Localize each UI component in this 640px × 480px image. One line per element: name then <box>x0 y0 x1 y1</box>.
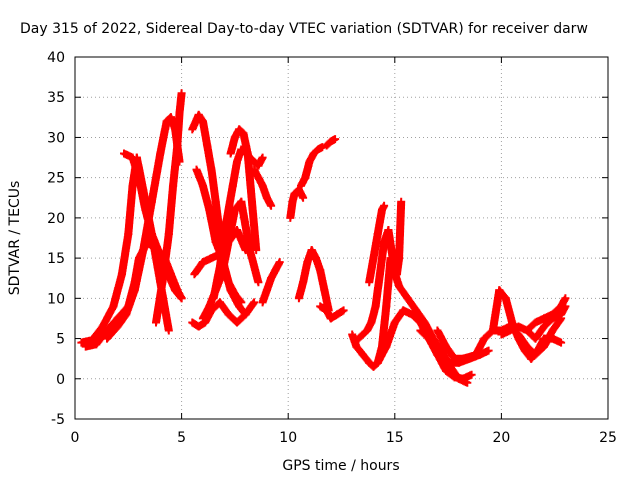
y-tick-label: 25 <box>47 171 65 187</box>
plus-marker-segment <box>262 193 276 210</box>
y-tick-label: -5 <box>51 412 65 428</box>
x-tick-label: 0 <box>71 430 80 446</box>
plus-marker-segment <box>248 197 261 255</box>
series-track-26 <box>433 326 493 363</box>
y-tick-label: 5 <box>56 332 65 348</box>
plus-marker-segment <box>175 89 186 118</box>
plus-marker-segment <box>314 143 327 154</box>
series-track-25 <box>416 326 476 383</box>
series-track-12 <box>198 197 263 323</box>
plus-marker-segment <box>117 230 133 279</box>
plus-marker-segment <box>294 185 308 202</box>
plus-marker-segment <box>557 302 570 319</box>
plus-marker-segment <box>548 314 566 335</box>
y-tick-label: 20 <box>47 211 65 227</box>
series-track-13 <box>250 165 276 210</box>
series-track-21 <box>354 197 406 343</box>
series-track-29 <box>497 302 570 343</box>
y-tick-labels: -5 0 5 10 15 20 25 30 35 40 <box>47 50 65 428</box>
x-tick-label: 5 <box>177 430 186 446</box>
x-tick-labels: 0 5 10 15 20 25 <box>71 430 617 446</box>
plus-marker-segment <box>237 197 254 255</box>
plus-marker-segment <box>395 197 406 263</box>
series-track-19 <box>316 302 348 323</box>
series-track-17 <box>294 246 333 315</box>
data-points <box>77 89 570 387</box>
series-track-14 <box>258 258 284 307</box>
x-tick-label: 20 <box>492 430 510 446</box>
x-axis-label: GPS time / hours <box>282 458 399 474</box>
y-tick-label: 0 <box>56 372 65 388</box>
series-track-28 <box>488 286 566 363</box>
plus-marker-segment <box>109 270 126 311</box>
plus-marker-segment <box>158 230 173 287</box>
plus-marker-segment <box>245 246 263 287</box>
plot-frame <box>74 56 609 420</box>
plus-marker-segment <box>233 226 250 255</box>
plus-marker-segment <box>378 201 389 214</box>
plus-marker-segment <box>333 306 348 319</box>
plus-marker-segment <box>548 334 566 347</box>
y-tick-label: 40 <box>47 50 65 66</box>
series-track-9 <box>226 125 261 255</box>
x-tick-label: 10 <box>279 430 297 446</box>
x-tick-label: 15 <box>386 430 404 446</box>
plus-marker-segment <box>254 153 267 170</box>
plus-marker-segment <box>173 109 184 150</box>
y-tick-label: 10 <box>47 291 65 307</box>
y-tick-label: 35 <box>47 90 65 106</box>
series-track-11 <box>188 298 259 331</box>
plus-marker-segment <box>241 298 259 319</box>
series-track-18 <box>322 135 340 150</box>
series-track-5 <box>152 89 186 327</box>
y-tick-label: 30 <box>47 130 65 146</box>
plus-marker-segment <box>557 294 570 311</box>
chart-title: Day 315 of 2022, Sidereal Day-to-day VTE… <box>20 21 588 37</box>
plus-marker-segment <box>459 370 476 383</box>
plus-marker-segment <box>476 346 493 359</box>
plus-marker-segment <box>164 181 178 238</box>
series-track-4 <box>120 149 186 303</box>
y-axis-label: SDTVAR / TECUs <box>7 181 23 296</box>
series-track-22 <box>365 201 389 287</box>
plus-marker-segment <box>230 290 246 307</box>
series-track-30 <box>523 294 570 335</box>
plus-marker-segment <box>243 149 256 206</box>
series-track-15 <box>286 185 308 222</box>
plus-marker-segment <box>173 286 186 303</box>
series-track-16 <box>297 143 327 190</box>
y-tick-label: 15 <box>47 251 65 267</box>
plus-marker-segment <box>271 258 284 275</box>
plus-marker-segment <box>326 135 340 146</box>
plus-marker-segment <box>147 149 165 206</box>
plus-marker-segment <box>124 181 137 238</box>
series-track-24 <box>388 262 472 387</box>
x-tick-label: 25 <box>599 430 617 446</box>
